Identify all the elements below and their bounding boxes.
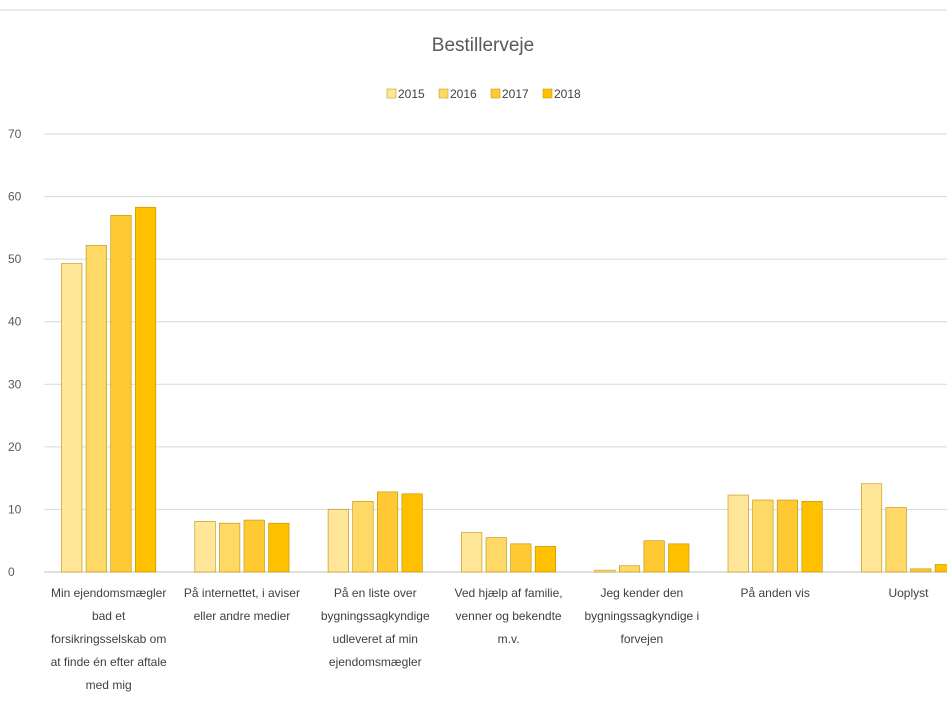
y-tick-label: 60 [8,190,22,204]
legend-swatch [490,88,501,99]
y-tick-label: 0 [8,565,15,579]
bar-2015 [194,521,216,573]
bar-2016 [219,522,241,573]
bar-2016 [352,500,374,573]
bar-2018 [534,546,557,573]
x-category-label: På anden vis [740,586,809,600]
bar-2018 [268,522,290,573]
bar-2016 [618,565,641,573]
y-axis: 0 10 20 30 40 50 60 70 [8,127,22,579]
y-tick-label: 40 [8,315,22,329]
bar-2016 [85,245,107,573]
x-category-label: Ved hjælp af familie, venner og bekendte m… [455,586,563,646]
bar-2017 [376,491,399,573]
bar-2017 [510,543,532,573]
legend-label: 2015 [398,87,425,101]
bar-2015 [594,569,616,573]
bar-2018 [801,500,823,573]
bar-2016 [752,499,774,573]
bar-2016 [885,507,907,573]
y-tick-label: 30 [8,377,22,391]
x-category-label: Min ejendomsmægler bad et forsikringsselsk… [51,586,167,692]
legend-label: 2017 [502,87,529,101]
x-category-label: På en liste over bygningssagkyndige udleve… [321,586,430,669]
y-tick-label: 10 [8,502,22,516]
bar-2017 [643,540,665,573]
bar-2018 [668,543,690,573]
legend-label: 2018 [554,87,581,101]
x-category-label: På internettet, i aviser eller andre medi… [184,586,300,623]
bar-2016 [485,537,507,573]
chart-legend: 2015 2016 2017 2018 [386,87,581,101]
bar-2015 [327,509,349,573]
bar-2017 [110,215,132,573]
x-axis-labels: Min ejendomsmægler bad et forsikringsselsk… [51,586,930,692]
gridlines [44,133,947,573]
y-tick-label: 70 [8,127,22,141]
y-tick-label: 20 [8,440,22,454]
y-tick-label: 50 [8,252,22,266]
legend-label: 2016 [450,87,477,101]
bar-2015 [61,263,83,573]
bar-2017 [243,519,265,573]
x-category-label: Jeg kender den bygningssagkyndige i forvej… [584,586,699,646]
x-category-label: Uoplyst [888,586,929,600]
bar-series [61,206,947,573]
bar-2018 [135,206,157,573]
bar-2015 [727,494,749,573]
legend-swatch [542,88,553,99]
bar-2018 [401,493,423,573]
legend-swatch [386,88,397,99]
bar-2018 [934,564,947,573]
chart-title: Bestillerveje [432,35,534,56]
bar-2015 [461,532,483,573]
bar-2017 [776,499,799,573]
bar-2015 [860,483,883,573]
bar-2017 [910,568,932,573]
legend-swatch [438,88,449,99]
